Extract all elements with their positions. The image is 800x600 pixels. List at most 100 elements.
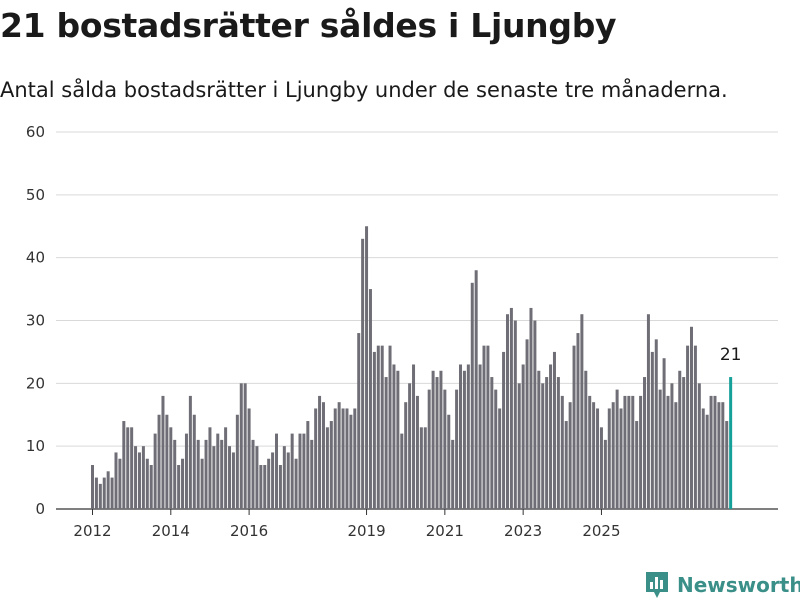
bar xyxy=(392,364,396,509)
bar xyxy=(588,395,592,509)
bar xyxy=(224,427,228,509)
bar xyxy=(353,408,357,509)
bar xyxy=(228,446,232,509)
bar xyxy=(388,345,392,509)
bar xyxy=(396,370,400,509)
bar xyxy=(689,326,693,509)
bar xyxy=(521,364,525,509)
bar xyxy=(404,402,408,509)
bar xyxy=(408,383,412,509)
bar xyxy=(134,446,138,509)
chart-subtitle: Antal sålda bostadsrätter i Ljungby unde… xyxy=(0,78,728,102)
bar xyxy=(188,395,192,509)
bar xyxy=(400,433,404,509)
brand-name: Newsworthy xyxy=(677,573,800,597)
bar xyxy=(412,364,416,509)
bar xyxy=(306,421,310,509)
callout: 21 xyxy=(720,345,742,365)
bar xyxy=(165,414,169,509)
bar xyxy=(619,408,623,509)
bar xyxy=(216,433,220,509)
bar xyxy=(549,364,553,509)
bar xyxy=(200,458,204,509)
bar xyxy=(592,402,596,509)
bar xyxy=(439,370,443,509)
bar xyxy=(122,421,126,509)
bar xyxy=(713,395,717,509)
bar xyxy=(459,364,463,509)
bar xyxy=(556,377,560,509)
bar xyxy=(627,395,631,509)
bar xyxy=(341,408,345,509)
bar xyxy=(282,446,286,509)
bar xyxy=(603,439,607,509)
bar xyxy=(318,395,322,509)
bar xyxy=(368,289,372,509)
bar xyxy=(435,377,439,509)
bar xyxy=(427,389,431,509)
bar xyxy=(349,414,353,509)
bar xyxy=(513,320,517,509)
bar xyxy=(466,364,470,509)
bar xyxy=(337,402,341,509)
bar xyxy=(220,439,224,509)
bar xyxy=(596,408,600,509)
bar xyxy=(717,402,721,509)
bar xyxy=(470,282,474,509)
bar xyxy=(310,439,314,509)
bar xyxy=(314,408,318,509)
bar xyxy=(94,477,98,509)
bar xyxy=(184,433,188,509)
bar xyxy=(705,414,709,509)
bar xyxy=(607,408,611,509)
bar xyxy=(490,377,494,509)
bar xyxy=(333,408,337,509)
bar xyxy=(611,402,615,509)
bar xyxy=(177,465,181,509)
bar xyxy=(537,370,541,509)
bar-highlight xyxy=(729,377,733,509)
bar xyxy=(231,452,235,509)
bar xyxy=(545,377,549,509)
bar xyxy=(709,395,713,509)
bar xyxy=(345,408,349,509)
bar xyxy=(208,427,212,509)
x-tick-label: 2025 xyxy=(582,522,620,540)
bar xyxy=(517,383,521,509)
bar xyxy=(498,408,502,509)
y-tick-label: 0 xyxy=(35,500,45,518)
bar xyxy=(91,465,94,509)
bar xyxy=(599,427,603,509)
bar xyxy=(486,345,490,509)
bar xyxy=(693,345,697,509)
bar xyxy=(247,408,251,509)
bar xyxy=(525,339,529,509)
y-tick-label: 30 xyxy=(26,312,45,330)
bar xyxy=(372,351,376,509)
bar xyxy=(635,421,639,509)
x-tick-label: 2021 xyxy=(426,522,464,540)
bar xyxy=(419,427,423,509)
bar xyxy=(384,377,388,509)
bar xyxy=(357,333,361,509)
bar xyxy=(286,452,290,509)
bar xyxy=(271,452,275,509)
bar xyxy=(380,345,384,509)
bar xyxy=(192,414,196,509)
bar xyxy=(130,427,134,509)
bar xyxy=(157,414,161,509)
bar xyxy=(560,395,564,509)
bar xyxy=(666,395,670,509)
bar xyxy=(173,439,177,509)
bar xyxy=(137,452,141,509)
bar xyxy=(294,458,298,509)
bar xyxy=(584,370,588,509)
bar xyxy=(126,427,130,509)
bar xyxy=(243,383,247,509)
bar-chart-logo-icon xyxy=(646,572,668,598)
bar xyxy=(161,395,165,509)
y-tick-label: 10 xyxy=(26,437,45,455)
y-tick-label: 20 xyxy=(26,374,45,392)
bar xyxy=(251,439,255,509)
